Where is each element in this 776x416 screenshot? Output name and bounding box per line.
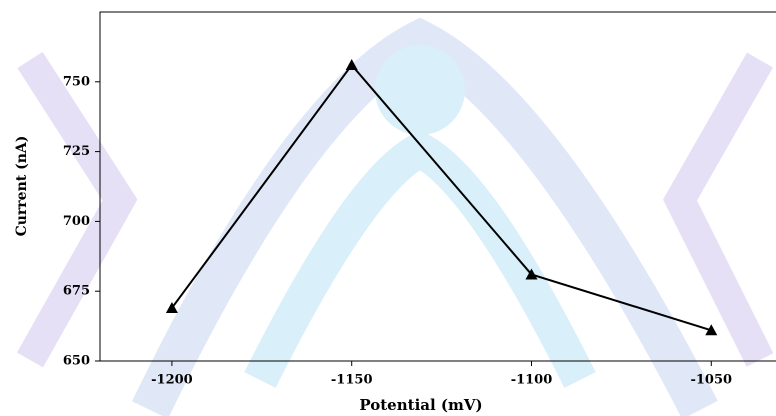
x-tick-label: -1050	[690, 373, 732, 388]
y-tick-label: 700	[63, 214, 90, 229]
watermark	[16, 17, 774, 416]
x-axis-title: Potential (mV)	[359, 396, 482, 414]
y-tick-label: 650	[63, 354, 90, 369]
series-line	[171, 63, 712, 332]
y-tick-label: 725	[63, 144, 90, 159]
marker	[525, 268, 538, 280]
x-tick-label: -1100	[511, 373, 553, 388]
y-tick-label: 675	[63, 284, 90, 299]
plot-frame	[99, 11, 776, 362]
marker	[705, 324, 718, 336]
x-tick-label: -1200	[151, 373, 193, 388]
x-tick-label: -1150	[331, 373, 373, 388]
marker	[345, 59, 358, 71]
marker	[165, 301, 178, 313]
y-tick-label: 750	[63, 74, 90, 89]
y-axis-title: Current (nA)	[14, 136, 30, 237]
